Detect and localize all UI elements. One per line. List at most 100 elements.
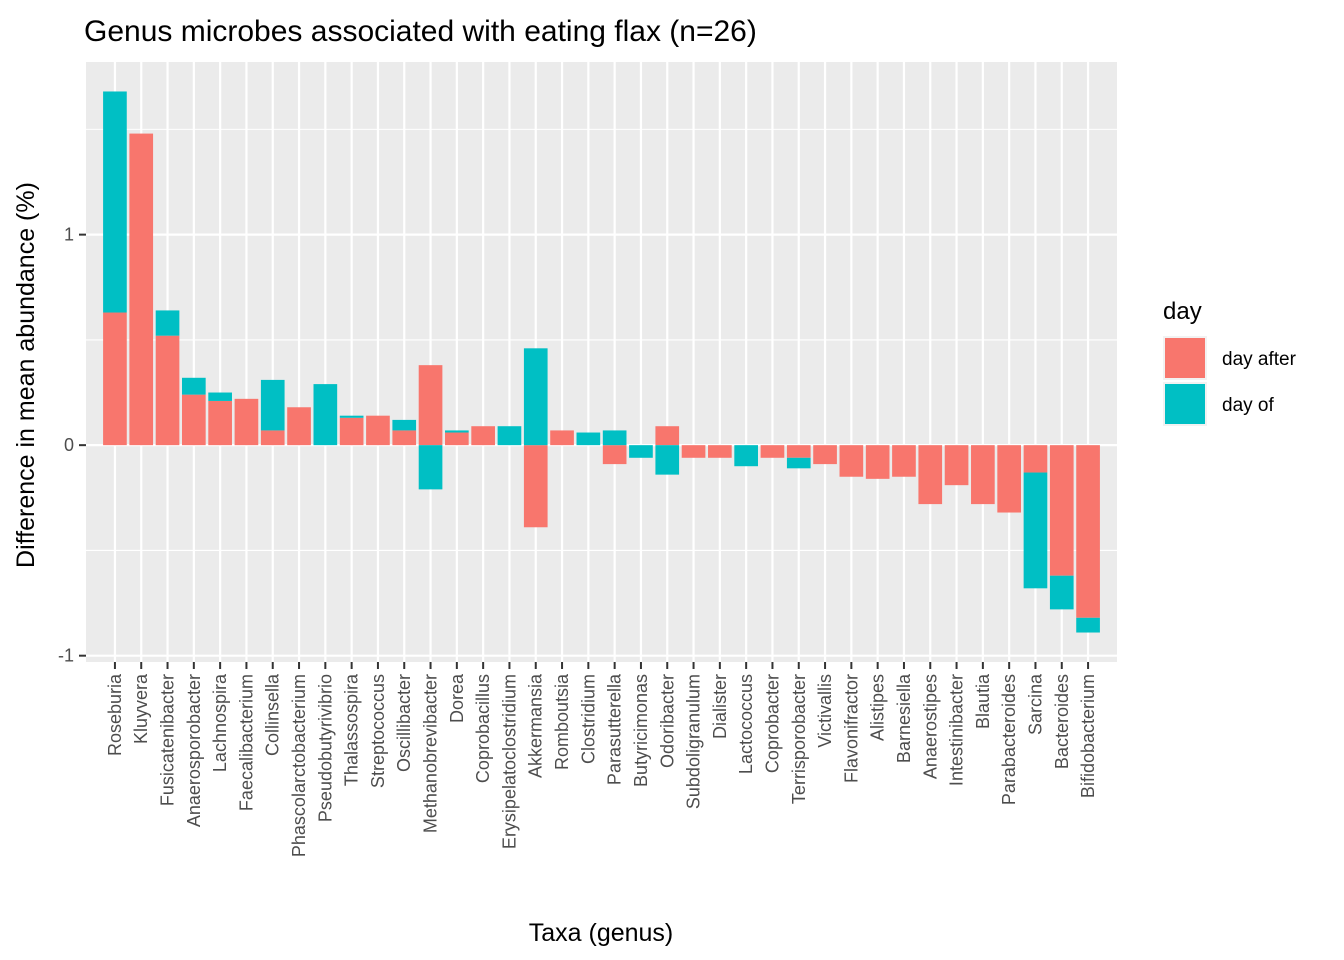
y-tick-label: 1 [64, 225, 74, 245]
x-tick-label: Anaerosporobacter [184, 674, 204, 827]
bar-coprobacillus-day-after [471, 426, 495, 446]
x-tick-label: Coprobacter [762, 674, 782, 773]
legend: day day after day of [1163, 298, 1297, 426]
bar-dorea-day-of [445, 430, 469, 433]
bar-odoribacter-day-after [655, 426, 680, 446]
x-tick-label: Lachnospira [210, 673, 230, 772]
x-tick-label: Streptococcus [368, 674, 388, 788]
bar-oscillibacter-day-of [392, 419, 417, 431]
bar-methanobrevibacter-day-of [418, 445, 443, 490]
bar-collinsella-day-of [260, 379, 285, 431]
grid-lines [86, 62, 1117, 662]
y-axis-title: Difference in mean abundance (%) [12, 182, 40, 568]
bar-terrisporobacter-day-after [786, 445, 811, 458]
bar-roseburia-day-after [103, 312, 127, 446]
x-tick-label: Oscillibacter [394, 674, 414, 772]
chart-title: Genus microbes associated with eating fl… [84, 15, 757, 48]
bar-akkermansia-day-after [523, 445, 548, 528]
x-tick-label: Barnesiella [894, 673, 914, 763]
x-tick-label: Akkermansia [526, 673, 546, 778]
x-tick-label: Bacteroides [1052, 674, 1072, 769]
bar-oscillibacter-day-after [392, 430, 417, 446]
bar-parasutterella-day-of [602, 430, 627, 446]
legend-label: day after [1222, 349, 1297, 370]
x-tick-label: Sarcina [1025, 673, 1045, 735]
legend-title: day [1163, 298, 1202, 325]
x-tick-label: Erysipelatoclostridium [499, 674, 519, 849]
bar-dialister-day-after [708, 445, 732, 458]
bar-odoribacter-day-of [655, 445, 680, 475]
y-tick-label: 0 [64, 435, 74, 455]
x-tick-label: Odoribacter [657, 674, 677, 768]
x-tick-label: Fusicatenibacter [158, 674, 178, 806]
bar-sarcina-day-after [1023, 445, 1048, 473]
legend-swatch-day-of [1165, 384, 1205, 424]
bar-clostridium-day-of [576, 432, 601, 446]
x-tick-label: Lactococcus [736, 674, 756, 774]
x-tick-label: Faecalibacterium [236, 674, 256, 811]
bar-lachnospira-day-after [208, 400, 232, 446]
bar-barnesiella-day-after [892, 445, 916, 477]
x-tick-label: Blautia [973, 673, 993, 729]
bar-thalassospira-day-of [339, 415, 364, 418]
bar-faecalibacterium-day-after [234, 398, 259, 446]
x-tick-label: Parasutterella [605, 673, 625, 785]
bar-methanobrevibacter-day-after [418, 365, 443, 446]
x-tick-label: Flavonifractor [841, 674, 861, 783]
bar-thalassospira-day-after [339, 417, 364, 446]
x-tick-label: Terrisporobacter [789, 674, 809, 804]
bar-kluyvera-day-after [129, 133, 154, 446]
x-tick-label: Romboutsia [552, 673, 572, 770]
x-tick-label: Bifidobacterium [1078, 674, 1098, 798]
bar-lachnospira-day-of [208, 392, 232, 401]
bar-lactococcus-day-of [734, 445, 758, 467]
bar-parabacteroides-day-after [997, 445, 1022, 513]
legend-label: day of [1222, 395, 1274, 416]
bar-anaerosporobacter-day-of [181, 377, 206, 395]
bar-fusicatenibacter-day-of [155, 310, 180, 336]
x-tick-label: Phascolarctobacterium [289, 674, 309, 857]
legend-swatch-day-after [1165, 338, 1205, 378]
x-tick-label: Roseburia [105, 673, 125, 756]
bar-dorea-day-after [445, 432, 469, 446]
x-tick-label: Thalassospira [342, 673, 362, 786]
bar-streptococcus-day-after [366, 415, 390, 446]
bar-flavonifractor-day-after [839, 445, 864, 477]
x-tick-label: Dorea [447, 673, 467, 723]
bars [103, 91, 1100, 633]
x-tick-label: Collinsella [263, 673, 283, 756]
x-axis: Roseburia Kluyvera Fusicatenibacter Anaeros… [105, 662, 1098, 857]
bar-parasutterella-day-after [602, 445, 627, 465]
bar-bacteroides-day-after [1049, 445, 1074, 576]
x-tick-label: Dialister [710, 674, 730, 739]
bar-intestinibacter-day-after [944, 445, 969, 486]
bar-alistipes-day-after [865, 445, 890, 479]
bar-fusicatenibacter-day-after [155, 335, 180, 446]
bar-akkermansia-day-of [523, 348, 548, 446]
x-tick-label: Methanobrevibacter [421, 674, 441, 833]
x-tick-label: Anaerostipes [920, 674, 940, 779]
bar-pseudobutyrivibrio-day-of [313, 384, 338, 446]
x-tick-label: Butyricimonas [631, 674, 651, 787]
bar-blautia-day-after [971, 445, 995, 505]
bar-erysipelatoclostridium-day-of [497, 426, 522, 446]
x-tick-label: Parabacteroides [999, 674, 1019, 805]
y-tick-label: -1 [58, 646, 74, 666]
bar-anaerostipes-day-after [918, 445, 943, 505]
bar-roseburia-day-of [103, 91, 127, 313]
bar-anaerosporobacter-day-after [181, 394, 206, 446]
x-tick-label: Clostridium [578, 674, 598, 764]
bar-victivallis-day-after [813, 445, 837, 465]
bar-coprobacter-day-after [760, 445, 785, 458]
x-tick-label: Victivallis [815, 674, 835, 748]
x-tick-label: Alistipes [868, 674, 888, 741]
bar-collinsella-day-after [260, 430, 285, 446]
x-tick-label: Subdoligranulum [684, 674, 704, 809]
bar-sarcina-day-of [1023, 472, 1048, 589]
bar-bifidobacterium-day-after [1076, 445, 1100, 618]
bar-romboutsia-day-after [550, 430, 574, 446]
bar-bifidobacterium-day-of [1076, 617, 1100, 633]
x-tick-label: Intestinibacter [947, 674, 967, 786]
x-tick-label: Kluyvera [131, 673, 151, 744]
